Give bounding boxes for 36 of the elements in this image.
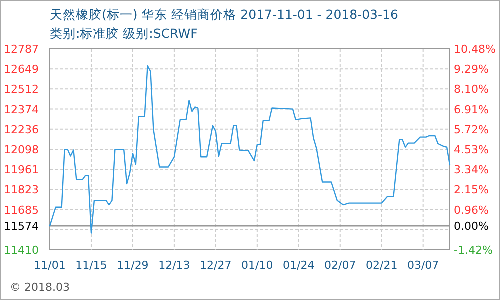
x-tick-label: 11/15 bbox=[76, 259, 108, 272]
line-series bbox=[49, 65, 451, 234]
y-tick-label: 12374 bbox=[4, 103, 39, 116]
y2-tick-label: 8.10% bbox=[454, 83, 489, 96]
y2-tick-label: -1.42% bbox=[454, 244, 493, 257]
y-tick-label: 11961 bbox=[4, 164, 39, 177]
y-tick-label: 11685 bbox=[4, 204, 39, 217]
y2-tick-label: 9.29% bbox=[454, 63, 489, 76]
y-tick-label: 11410 bbox=[4, 244, 39, 257]
x-tick-label: 02/21 bbox=[366, 259, 398, 272]
y-tick-label: 12098 bbox=[4, 144, 39, 157]
y2-tick-label: 5.72% bbox=[454, 123, 489, 136]
x-tick-label: 01/24 bbox=[283, 259, 315, 272]
y2-tick-label: 0.96% bbox=[454, 204, 489, 217]
x-tick-label: 11/01 bbox=[34, 259, 66, 272]
y-tick-label: 12512 bbox=[4, 83, 39, 96]
y-tick-label: 11823 bbox=[4, 184, 39, 197]
chart-subtitle: 类别:标准胶 级别:SCRWF bbox=[50, 26, 198, 41]
y-tick-label: 12787 bbox=[4, 43, 39, 56]
y2-tick-label: 6.91% bbox=[454, 103, 489, 116]
x-tick-label: 01/10 bbox=[242, 259, 274, 272]
y-tick-label: 11574 bbox=[4, 220, 39, 234]
x-tick-label: 02/07 bbox=[324, 259, 356, 272]
y-tick-label: 12236 bbox=[4, 123, 39, 136]
y2-tick-label: 10.48% bbox=[454, 43, 496, 56]
y2-tick-label: 4.53% bbox=[454, 144, 489, 156]
chart-title: 天然橡胶(标一) 华东 经销商价格 2017-11-01 - 2018-03-16 bbox=[50, 7, 398, 22]
y2-tick-label: 3.34% bbox=[454, 164, 489, 177]
y2-tick-label: 2.15% bbox=[454, 184, 489, 197]
x-tick-label: 11/29 bbox=[117, 259, 149, 272]
x-tick-label: 12/13 bbox=[158, 259, 190, 272]
y-tick-label: 12649 bbox=[4, 63, 39, 76]
text: © 2018.03 bbox=[10, 281, 70, 294]
y2-tick-label: 0.00% bbox=[454, 220, 489, 234]
x-tick-label: 03/07 bbox=[407, 259, 440, 272]
x-tick-label: 12/27 bbox=[200, 259, 232, 272]
